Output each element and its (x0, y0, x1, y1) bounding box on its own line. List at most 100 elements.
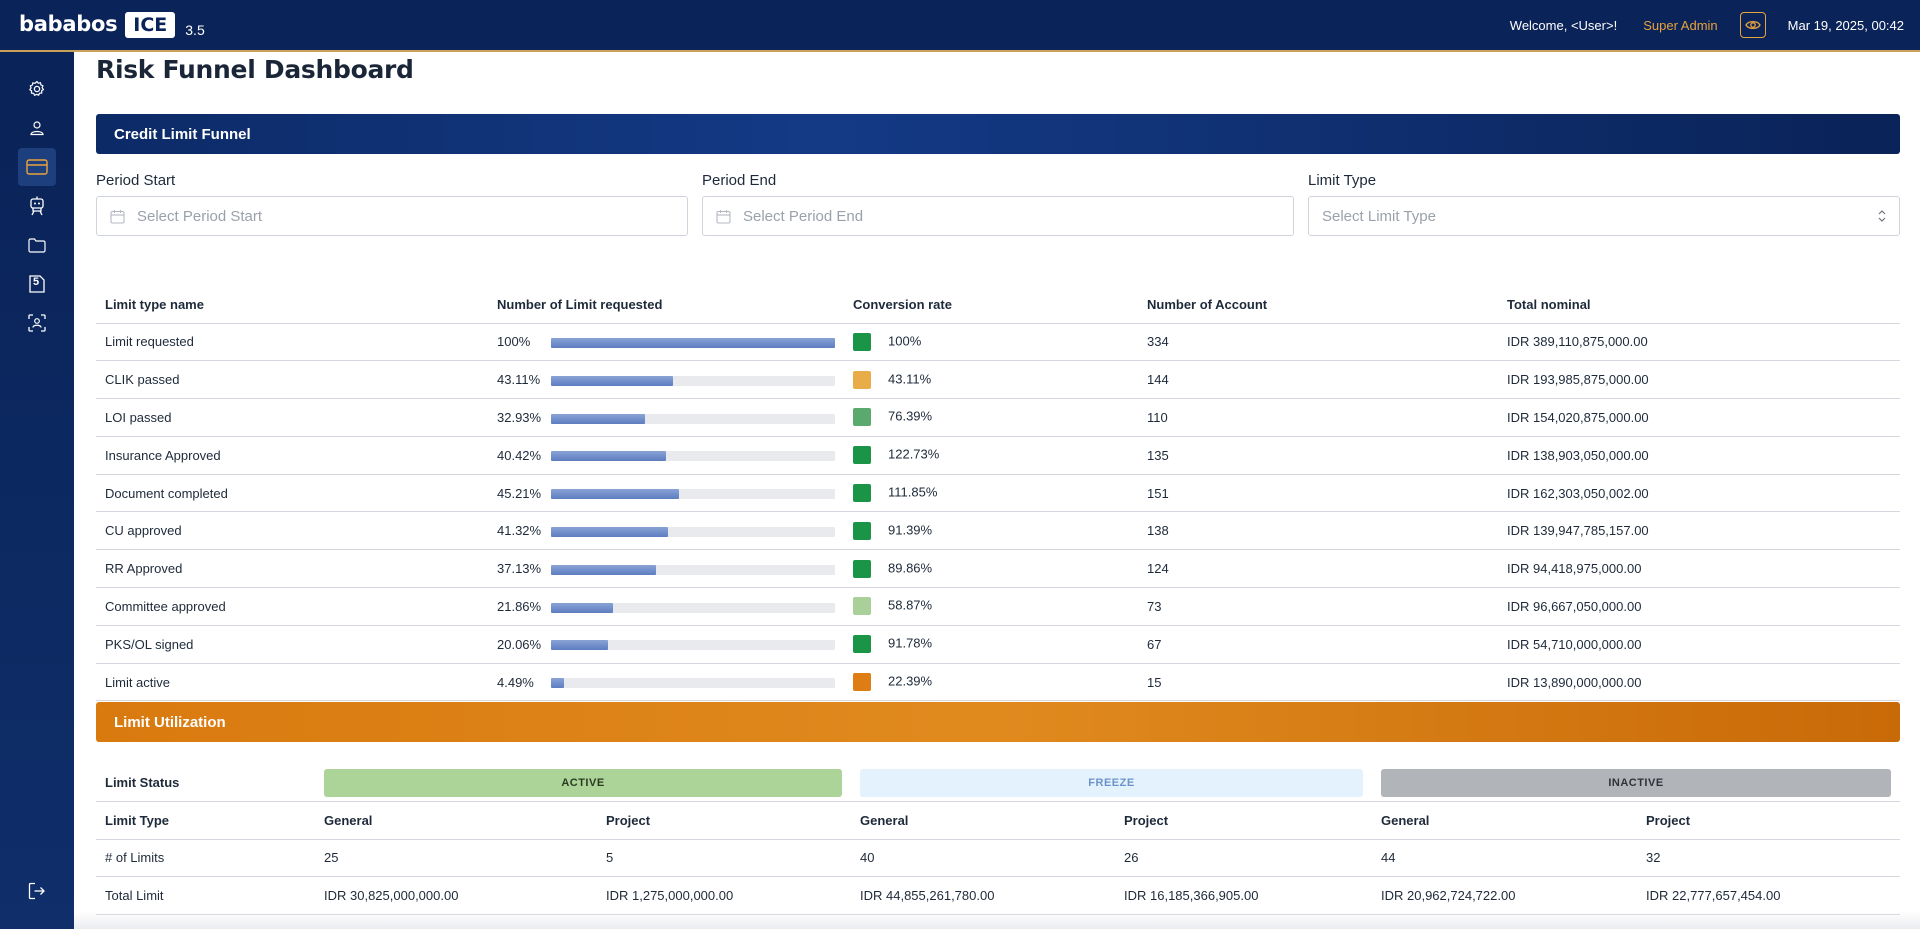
period-start-placeholder: Select Period Start (137, 207, 263, 225)
conversion-rate-cell: 122.73% (844, 436, 1138, 475)
period-end-label: Period End (702, 172, 777, 189)
robot-icon (30, 196, 44, 216)
utilization-value: 44 (1372, 839, 1637, 877)
utilization-value: IDR 20,962,724,722.00 (1372, 876, 1637, 915)
view-mode-button[interactable] (1739, 12, 1766, 38)
conversion-rate-cell: 58.87% (844, 587, 1138, 626)
account-count: 110 (1138, 398, 1498, 437)
logo-text: bababos (19, 12, 118, 36)
conversion-rate-value: 43.11% (888, 371, 932, 387)
total-nominal: IDR 162,303,050,002.00 (1498, 474, 1900, 513)
period-start-input[interactable]: Select Period Start (96, 196, 688, 236)
limit-type-name: Insurance Approved (96, 436, 488, 475)
conversion-color-swatch (853, 408, 871, 427)
limit-status-row: Limit Status ACTIVE FREEZE INACTIVE (96, 764, 1900, 802)
header-right: Welcome, <User>! Super Admin Mar 19, 202… (1510, 0, 1904, 50)
progress-bar-fill (551, 526, 669, 537)
utilization-value: IDR 1,275,000,000.00 (597, 876, 851, 915)
limit-requested-cell: 37.13% (488, 549, 844, 589)
limit-requested-pct: 100% (497, 334, 531, 350)
table-row: Document completed 45.21% 111.85% 151 IDR 16… (96, 474, 1900, 513)
limit-type-row: Limit Type General Project General Proje… (96, 801, 1900, 840)
status-inactive-badge: INACTIVE (1381, 768, 1891, 797)
calendar-icon (716, 209, 731, 224)
conversion-color-swatch (853, 484, 871, 503)
page-title: Risk Funnel Dashboard (96, 55, 414, 84)
conversion-color-swatch (853, 332, 871, 351)
limit-type-select[interactable]: Select Limit Type (1308, 196, 1900, 236)
utilization-value: IDR 16,185,366,905.00 (1115, 876, 1372, 915)
status-active-badge: ACTIVE (324, 768, 842, 797)
total-nominal: IDR 96,667,050,000.00 (1498, 587, 1900, 626)
sidebar-item-face-scan[interactable] (18, 304, 56, 342)
progress-bar-track (551, 337, 835, 348)
total-nominal: IDR 94,418,975,000.00 (1498, 549, 1900, 589)
total-nominal: IDR 193,985,875,000.00 (1498, 360, 1900, 400)
welcome-text: Welcome, <User>! (1509, 17, 1618, 33)
type-inactive-general: General (1372, 801, 1637, 840)
five-badge-icon (29, 275, 45, 293)
account-count: 144 (1138, 360, 1498, 400)
progress-bar-track (551, 602, 835, 613)
eye-icon (1744, 20, 1761, 30)
limit-requested-pct: 4.49% (497, 674, 534, 690)
conversion-rate-cell: 76.39% (844, 398, 1138, 437)
total-nominal: IDR 139,947,785,157.00 (1498, 511, 1900, 551)
progress-bar-fill (551, 640, 608, 651)
total-nominal: IDR 154,020,875,000.00 (1498, 398, 1900, 437)
status-active-cell: ACTIVE (324, 764, 851, 802)
user-icon (30, 121, 44, 136)
sidebar-item-automation[interactable] (18, 187, 56, 225)
utilization-value: IDR 22,777,657,454.00 (1637, 876, 1900, 915)
limit-requested-pct: 21.86% (497, 598, 542, 614)
account-count: 15 (1138, 663, 1498, 702)
limit-requested-pct: 43.11% (497, 372, 541, 388)
limit-requested-pct: 20.06% (497, 636, 542, 652)
account-count: 135 (1138, 436, 1498, 475)
progress-bar-fill (551, 602, 614, 613)
conversion-color-swatch (853, 521, 871, 540)
limit-requested-cell: 100% (488, 323, 844, 362)
progress-bar-track (551, 526, 835, 537)
col-number-of-account: Number of Account (1138, 286, 1498, 324)
progress-bar-track (551, 489, 835, 500)
conversion-rate-cell: 89.86% (844, 549, 1138, 589)
credit-funnel-header: Credit Limit Funnel (96, 114, 1900, 154)
sidebar-item-reports[interactable]: 5 (18, 265, 56, 303)
total-nominal: IDR 13,890,000,000.00 (1498, 663, 1900, 702)
limit-requested-cell: 20.06% (488, 625, 844, 664)
calendar-icon (110, 209, 125, 224)
total-nominal: IDR 389,110,875,000.00 (1498, 323, 1900, 362)
limit-type-name: CU approved (96, 511, 488, 551)
conversion-rate-value: 22.39% (888, 673, 933, 689)
table-row: Total Limit IDR 30,825,000,000.00 IDR 1,27… (96, 876, 1900, 915)
gear-icon (29, 80, 45, 96)
conversion-rate-value: 58.87% (888, 597, 933, 613)
total-nominal: IDR 138,903,050,000.00 (1498, 436, 1900, 475)
sidebar-item-files[interactable] (18, 226, 56, 264)
account-count: 334 (1138, 323, 1498, 362)
limit-type-name: LOI passed (96, 398, 488, 437)
sidebar-item-logout[interactable] (18, 872, 56, 910)
top-bar: bababos ICE 3.5 Welcome, <User>! Super A… (0, 0, 1920, 52)
status-freeze-cell: FREEZE (851, 764, 1372, 802)
utilization-row-label: # of Limits (96, 839, 324, 877)
progress-bar-fill (551, 451, 666, 462)
sidebar-item-settings[interactable] (18, 70, 56, 108)
sidebar-badge-label: 5 (33, 276, 40, 288)
conversion-rate-value: 91.78% (888, 635, 933, 651)
period-end-input[interactable]: Select Period End (702, 196, 1294, 236)
user-role[interactable]: Super Admin (1643, 17, 1718, 33)
conversion-rate-cell: 22.39% (844, 663, 1138, 702)
progress-bar-fill (551, 375, 674, 386)
type-freeze-project: Project (1115, 801, 1372, 840)
face-scan-icon (28, 314, 46, 332)
conversion-rate-value: 91.39% (888, 522, 933, 538)
sidebar-item-users[interactable] (18, 109, 56, 147)
app-logo[interactable]: bababos ICE 3.5 (19, 10, 205, 38)
credit-funnel-table: Limit type name Number of Limit requeste… (96, 286, 1900, 702)
limit-type-name: Committee approved (96, 587, 488, 626)
sidebar-item-credit[interactable] (18, 148, 56, 186)
limit-type-placeholder: Select Limit Type (1322, 207, 1436, 225)
type-active-general: General (324, 801, 597, 840)
